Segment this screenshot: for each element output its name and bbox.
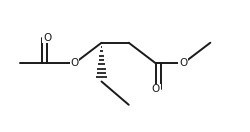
- Text: O: O: [70, 58, 78, 68]
- Text: O: O: [179, 58, 187, 68]
- Text: O: O: [43, 33, 51, 43]
- Text: O: O: [152, 84, 160, 94]
